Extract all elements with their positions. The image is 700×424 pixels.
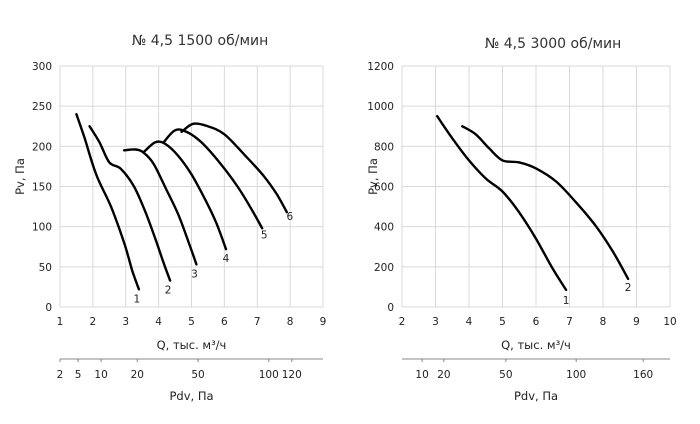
x-tick-label: 3 [122,316,129,328]
y-tick-label: 0 [387,302,394,314]
curve-2 [88,125,172,282]
x-tick-label: 2 [90,316,97,328]
y-axis-label: Pv, Па [366,158,380,195]
chart-title: № 4,5 1500 об/мин [132,33,269,49]
x-tick-label: 8 [287,316,294,328]
y-tick-label: 400 [374,222,394,234]
pdv-tick-label: 50 [499,369,512,381]
y-tick-label: 300 [32,61,52,73]
pdv-tick-label: 120 [282,369,302,381]
x-tick-label: 7 [254,316,261,328]
x-tick-label: 8 [600,316,607,328]
x-tick-label: 3 [432,316,439,328]
curve-1 [436,115,568,292]
x-tick-label: 2 [399,316,406,328]
chart-title: № 4,5 3000 об/мин [485,36,622,52]
curve-label-2: 2 [165,284,172,296]
curve-5 [162,128,264,230]
pdv-tick-label: 160 [633,369,653,381]
pdv-tick-label: 2 [57,369,64,381]
y-axis-label: Pv, Па [13,158,27,195]
pdv-tick-label: 10 [94,369,107,381]
x-tick-label: 4 [466,316,473,328]
curve-label-3: 3 [191,268,198,280]
y-tick-label: 250 [32,101,52,113]
curve-label-2: 2 [625,282,632,294]
y-tick-label: 50 [39,262,52,274]
y-tick-label: 600 [374,182,394,194]
y-tick-label: 150 [32,182,52,194]
chart-3000rpm: № 4,5 3000 об/мин 0 200 400 600 800 1000 1200 2 3… [366,36,677,403]
y-tick-label: 200 [374,262,394,274]
curve-label-5: 5 [261,229,268,241]
y-tick-label: 0 [45,302,52,314]
y-tick-label: 100 [32,222,52,234]
x-tick-label: 4 [155,316,162,328]
curve-label-6: 6 [286,211,293,223]
pdv-axis-label: Pdv, Па [169,389,213,403]
y-tick-label: 200 [32,141,52,153]
curve-4 [142,140,228,251]
pdv-tick-label: 5 [75,369,82,381]
y-tick-label: 800 [374,141,394,153]
pdv-tick-label: 20 [437,369,450,381]
curve-6 [180,122,288,214]
pdv-axis-label: Pdv, Па [514,389,558,403]
x-tick-label: 9 [633,316,640,328]
curve-1 [75,113,141,291]
x-tick-label: 1 [57,316,64,328]
x-tick-label: 9 [320,316,327,328]
x-tick-label: 6 [533,316,540,328]
curve-2 [461,125,630,281]
curve-3 [122,148,198,266]
pdv-tick-label: 100 [566,369,586,381]
pdv-tick-label: 10 [415,369,428,381]
y-tick-label: 1200 [367,61,394,73]
x-tick-label: 10 [663,316,676,328]
x-axis-label: Q, тыс. м³/ч [501,338,571,352]
x-axis-label: Q, тыс. м³/ч [157,338,227,352]
x-tick-label: 5 [188,316,195,328]
curve-label-1: 1 [563,295,570,307]
x-tick-label: 5 [499,316,506,328]
pdv-tick-label: 100 [259,369,279,381]
y-tick-label: 1000 [367,101,394,113]
pdv-tick-label: 50 [191,369,204,381]
curve-label-1: 1 [134,293,141,305]
x-tick-label: 6 [221,316,228,328]
x-tick-label: 7 [566,316,573,328]
pdv-tick-label: 20 [131,369,144,381]
curve-label-4: 4 [223,253,230,265]
